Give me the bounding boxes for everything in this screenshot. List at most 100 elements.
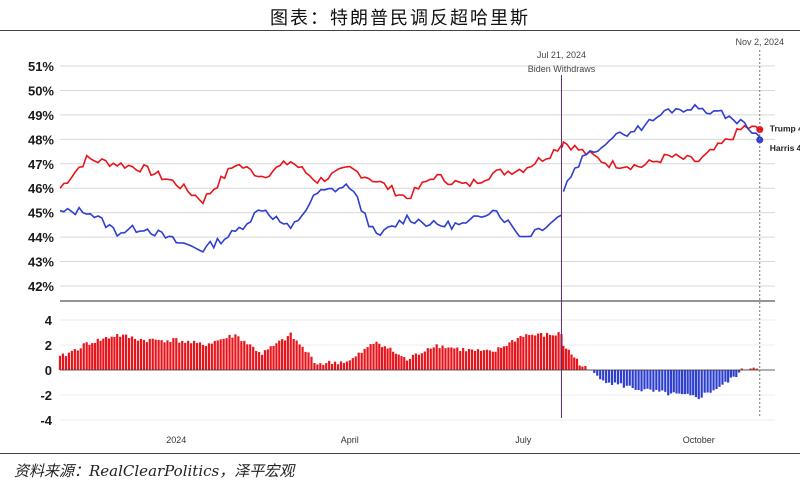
margin-bar bbox=[243, 340, 246, 370]
annotation-date: Nov 2, 2024 bbox=[735, 37, 784, 47]
margin-bar bbox=[85, 342, 88, 370]
margin-bar bbox=[234, 334, 237, 370]
margin-bar bbox=[369, 344, 372, 370]
margin-bar bbox=[258, 352, 261, 370]
margin-bar bbox=[255, 350, 258, 370]
y-tick-label: 49% bbox=[28, 108, 54, 123]
margin-bar bbox=[562, 345, 565, 370]
harris-line-post bbox=[562, 103, 761, 192]
margin-bar bbox=[584, 365, 587, 370]
margin-bar bbox=[411, 354, 415, 370]
margin-bar bbox=[542, 336, 546, 370]
margin-bar bbox=[160, 340, 163, 370]
margin-bar bbox=[331, 363, 334, 370]
margin-bar bbox=[423, 351, 426, 370]
margin-bar bbox=[500, 347, 503, 370]
margin-bar bbox=[378, 343, 381, 370]
margin-bar bbox=[64, 356, 68, 370]
margin-bar bbox=[325, 363, 328, 370]
margin-bar bbox=[105, 336, 108, 370]
margin-bar-plot: -4 -2 0 2 4 bbox=[40, 313, 775, 428]
margin-bar bbox=[712, 370, 715, 391]
margin-bar bbox=[643, 370, 646, 390]
margin-bar bbox=[715, 370, 718, 390]
margin-bar bbox=[540, 333, 543, 370]
margin-bar bbox=[307, 352, 310, 370]
margin-bar bbox=[508, 342, 511, 370]
margin-bar bbox=[420, 353, 423, 370]
margin-bar bbox=[375, 341, 378, 370]
y-tick-label: -4 bbox=[40, 413, 52, 428]
annotation-label: Biden Withdraws bbox=[528, 64, 596, 74]
margin-bar bbox=[261, 354, 264, 370]
margin-bar bbox=[403, 357, 406, 370]
margin-bar bbox=[505, 345, 508, 370]
margin-bar bbox=[107, 338, 110, 370]
margin-bar bbox=[193, 340, 196, 370]
margin-bar bbox=[263, 350, 267, 370]
margin-bar bbox=[450, 347, 453, 370]
margin-bar bbox=[537, 333, 540, 370]
margin-bar bbox=[389, 347, 392, 370]
margin-bar bbox=[175, 338, 178, 370]
margin-bar bbox=[316, 364, 319, 370]
margin-bar bbox=[142, 339, 145, 370]
margin-bar bbox=[124, 334, 128, 370]
margin-bar bbox=[435, 344, 438, 370]
margin-bar bbox=[628, 370, 631, 386]
margin-bar bbox=[545, 332, 549, 370]
margin-bar bbox=[178, 342, 181, 370]
margin-bar bbox=[551, 335, 554, 370]
margin-bar bbox=[82, 343, 85, 370]
margin-bar bbox=[116, 334, 119, 370]
margin-bar bbox=[675, 370, 678, 394]
margin-bar bbox=[58, 355, 62, 370]
margin-bar bbox=[740, 368, 743, 370]
margin-bar bbox=[706, 370, 709, 393]
margin-bar bbox=[96, 338, 99, 370]
margin-bar bbox=[292, 338, 295, 370]
margin-bar bbox=[286, 336, 289, 370]
margin-bar bbox=[692, 370, 695, 396]
margin-bar bbox=[136, 340, 140, 370]
trump-end-dot bbox=[756, 126, 764, 134]
margin-bar bbox=[718, 370, 721, 387]
margin-bar bbox=[301, 346, 304, 370]
margin-bar bbox=[281, 339, 284, 370]
margin-bar bbox=[246, 344, 249, 370]
y-tick-label: -2 bbox=[40, 388, 52, 403]
margin-bar bbox=[473, 350, 477, 370]
margin-bar bbox=[70, 350, 73, 370]
margin-bar bbox=[534, 335, 537, 370]
margin-bar bbox=[616, 370, 620, 385]
margin-bar bbox=[729, 370, 732, 378]
margin-bar bbox=[619, 370, 623, 384]
margin-bar bbox=[154, 339, 157, 370]
margin-bar bbox=[169, 341, 172, 370]
margin-bar bbox=[548, 334, 552, 370]
margin-bar bbox=[724, 370, 727, 382]
margin-bar bbox=[531, 334, 534, 370]
margin-bar bbox=[360, 352, 363, 370]
margin-bar bbox=[564, 348, 568, 370]
margin-bar bbox=[383, 346, 386, 370]
margin-bar bbox=[110, 336, 113, 370]
x-tick-label: July bbox=[515, 435, 532, 445]
margin-bar bbox=[225, 338, 228, 370]
margin-bar bbox=[596, 370, 599, 376]
margin-bar bbox=[497, 347, 500, 370]
margin-bar bbox=[113, 337, 116, 370]
margin-bar bbox=[599, 370, 602, 380]
margin-bar bbox=[447, 347, 450, 370]
margin-bar bbox=[400, 356, 403, 370]
margin-bar bbox=[319, 363, 322, 370]
margin-bar bbox=[336, 364, 340, 370]
figure-title: 图表：特朗普民调反超哈里斯 bbox=[270, 8, 530, 29]
margin-bar bbox=[511, 340, 514, 370]
y-tick-label: 51% bbox=[28, 59, 54, 74]
margin-bar bbox=[357, 352, 360, 370]
margin-bar bbox=[198, 342, 202, 370]
margin-bar bbox=[755, 368, 758, 370]
margin-bar bbox=[686, 370, 689, 394]
margin-bar bbox=[689, 370, 692, 396]
